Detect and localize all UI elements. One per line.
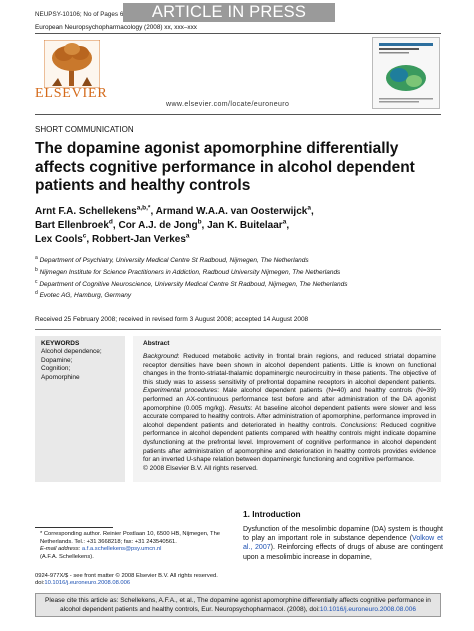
- header-bottom-rule: [35, 114, 441, 115]
- elsevier-tree-logo-icon: [44, 40, 100, 88]
- author-name: Arnt F.A. Schellekens: [35, 206, 137, 217]
- email-link[interactable]: a.f.a.schellekens@psy.umcn.nl: [81, 546, 162, 553]
- affiliation-text: Evotec AG, Hamburg, Germany: [39, 292, 132, 300]
- affiliation-item: c Department of Cognitive Neuroscience, …: [35, 278, 445, 290]
- journal-cover-art: [373, 38, 439, 108]
- citation-doi-link[interactable]: 10.1016/j.euroneuro.2008.08.006: [319, 606, 416, 614]
- email-label: E-mail address:: [40, 546, 81, 553]
- author-affiliation-marker[interactable]: d: [108, 218, 113, 226]
- affiliation-text: Nijmegen Institute for Science Practitio…: [39, 268, 341, 276]
- author-separator: ,: [86, 234, 92, 246]
- citation-text: Please cite this article as: Schellekens…: [45, 597, 431, 614]
- affiliation-marker: a: [35, 255, 38, 261]
- intro-text-b: ). Reinforcing effects of drugs of abuse…: [243, 544, 443, 561]
- keyword-item: Apomorphine: [41, 373, 80, 381]
- affiliations: a Department of Psychiatry, University M…: [35, 254, 445, 301]
- article-in-press-banner: ARTICLE IN PRESS: [123, 3, 335, 22]
- author-affiliation-marker[interactable]: b: [197, 218, 202, 226]
- keywords-panel: [35, 336, 125, 482]
- abstract-body: Background: Reduced metabolic activity i…: [143, 353, 436, 473]
- corresponding-author-marker[interactable]: *: [147, 204, 151, 212]
- abstract-procedures: : Male alcohol dependent patients (N=40)…: [143, 387, 436, 412]
- abstract-heading: Abstract: [143, 340, 170, 347]
- abstract-procedures-label: Experimental procedures: [143, 387, 218, 395]
- author-separator: ,: [112, 220, 119, 232]
- affiliation-text: Department of Psychiatry, University Med…: [39, 257, 309, 265]
- elsevier-logo: ELSEVIER: [35, 40, 107, 102]
- abstract-results-label: Results: [229, 404, 251, 412]
- keyword-item: Alcohol dependence;: [41, 348, 102, 355]
- author-affiliation-marker[interactable]: a: [282, 218, 287, 226]
- abstract-copyright: © 2008 Elsevier B.V. All rights reserved…: [143, 464, 258, 472]
- doi-label: doi:: [35, 580, 45, 587]
- affiliation-item: a Department of Psychiatry, University M…: [35, 254, 445, 266]
- keyword-item: Cognition;: [41, 365, 71, 373]
- journal-cover-thumbnail-icon: [372, 37, 440, 109]
- elsevier-wordmark: ELSEVIER: [35, 86, 108, 101]
- affiliation-item: b Nijmegen Institute for Science Practit…: [35, 266, 445, 278]
- abstract-background-label: Background: [143, 353, 178, 360]
- front-matter-rule: [35, 329, 441, 330]
- author-list: Arnt F.A. Schellekensa,b,*, Armand W.A.A…: [35, 205, 435, 248]
- journal-line: European Neuropsychopharmacology (2008) …: [35, 24, 197, 31]
- intro-text-a: Dysfunction of the mesolimbic dopamine (…: [243, 526, 443, 543]
- doi-line: doi:10.1016/j.euroneuro.2008.08.006: [35, 580, 218, 587]
- header-top-rule: [35, 33, 441, 34]
- author-separator: ,: [201, 220, 208, 232]
- author-affiliation-marker[interactable]: a: [185, 233, 190, 241]
- citation-box: Please cite this article as: Schellekens…: [35, 593, 441, 617]
- affiliation-marker: c: [35, 278, 38, 285]
- front-matter-notice: 0924-977X/$ - see front matter © 2008 El…: [35, 573, 218, 588]
- footnote-rule: [35, 527, 113, 528]
- author-separator: ,: [286, 220, 290, 232]
- author-name: Armand W.A.A. van Oosterwijck: [155, 206, 308, 217]
- affiliation-marker: d: [35, 290, 38, 297]
- author-separator: ,: [150, 206, 156, 217]
- keywords-list: Alcohol dependence; Dopamine; Cognition;…: [41, 348, 102, 382]
- corresponding-author-footnote: * Corresponding author. Reinier Postlaan…: [35, 531, 235, 561]
- manuscript-id: NEUPSY-10106; No of Pages 6: [35, 11, 124, 18]
- author-affiliation-marker[interactable]: a: [307, 204, 311, 212]
- journal-url[interactable]: www.elsevier.com/locate/euroneuro: [166, 101, 290, 108]
- email-line: E-mail address: a.f.a.schellekens@psy.um…: [35, 546, 235, 554]
- affiliation-marker: b: [35, 266, 38, 273]
- doi-link[interactable]: 10.1016/j.euroneuro.2008.08.006: [44, 580, 131, 587]
- author-affiliation-marker[interactable]: a,b,: [136, 204, 148, 212]
- affiliation-text: Department of Cognitive Neuroscience, Un…: [39, 280, 348, 288]
- keywords-heading: KEYWORDS: [41, 340, 80, 347]
- citation-link[interactable]: Volkow et al., 2007: [243, 535, 444, 552]
- author-name: Robbert-Jan Verkes: [91, 234, 186, 246]
- author-name: Jan K. Buitelaar: [207, 220, 283, 232]
- section-label: SHORT COMMUNICATION: [35, 125, 134, 134]
- abstract-conclusions: : Reduced cognitive performance in alcoh…: [143, 421, 436, 464]
- introduction-heading: 1. Introduction: [243, 509, 301, 519]
- abstract-panel: [133, 336, 441, 482]
- issn-line: 0924-977X/$ - see front matter © 2008 El…: [35, 573, 218, 579]
- article-title: The dopamine agonist apomorphine differe…: [35, 140, 415, 194]
- author-name: Bart Ellenbroek: [35, 220, 109, 232]
- received-dates: Received 25 February 2008; received in r…: [35, 316, 309, 323]
- author-affiliation-marker[interactable]: c: [82, 233, 87, 241]
- author-name: Lex Cools: [35, 234, 83, 246]
- abstract-background: : Reduced metabolic activity in frontal …: [143, 353, 436, 386]
- author-name: Cor A.J. de Jong: [118, 220, 198, 232]
- keyword-item: Dopamine;: [41, 356, 73, 364]
- corresponding-author-text: * Corresponding author. Reinier Postlaan…: [40, 531, 221, 545]
- abstract-results: : At baseline alcohol dependent patients…: [143, 404, 437, 429]
- introduction-body: Dysfunction of the mesolimbic dopamine (…: [243, 525, 443, 562]
- affiliation-item: d Evotec AG, Hamburg, Germany: [35, 289, 445, 301]
- author-separator: ,: [310, 206, 314, 217]
- abstract-conclusions-label: Conclusions: [340, 421, 376, 429]
- email-owner: (A.F.A. Schellekens).: [40, 553, 94, 560]
